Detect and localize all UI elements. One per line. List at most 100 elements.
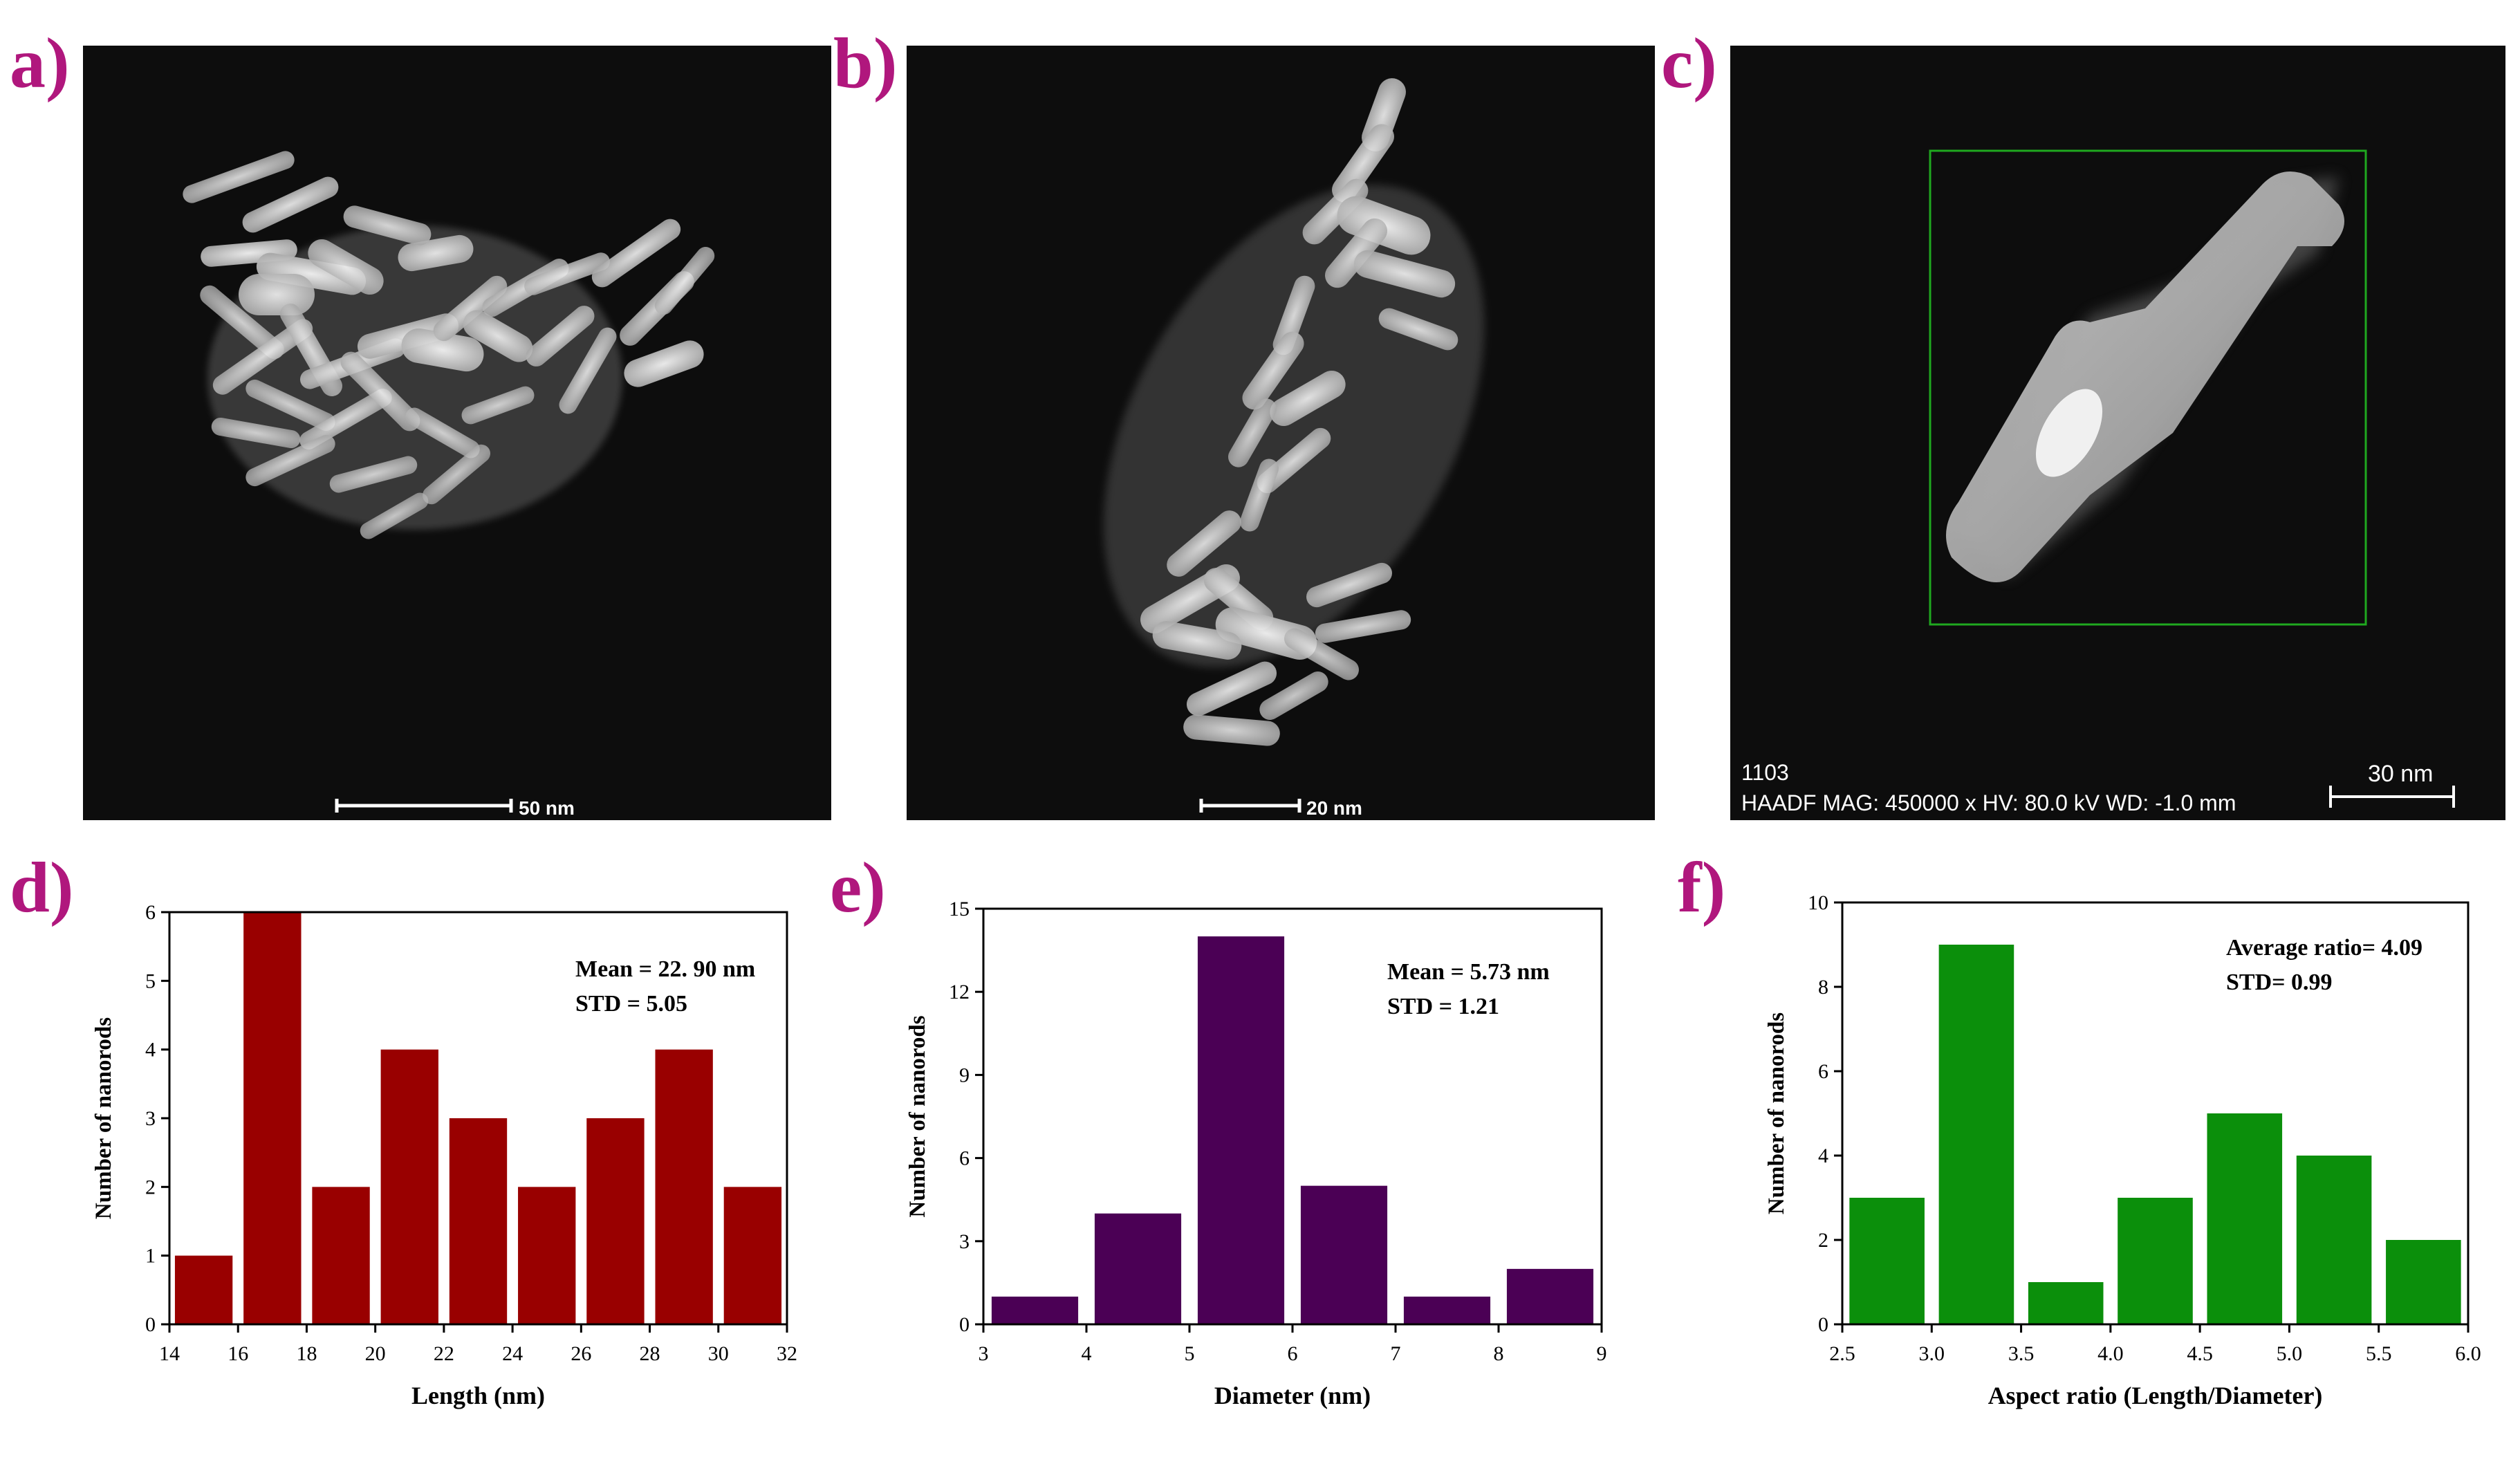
ytick-label-e: 6 [959,1147,970,1170]
nanorod [1332,124,1394,203]
xtick-label-e: 5 [1185,1342,1195,1365]
x-axis-label-e: Diameter (nm) [1214,1382,1371,1409]
bar-e-0 [991,1296,1079,1324]
y-axis-label-f: Number of nanorods [1764,1012,1789,1214]
single-nanorod-c: 1103 HAADF MAG: 450000 x HV: 80.0 kV WD:… [1741,149,2455,815]
ytick-label-e: 9 [959,1064,970,1086]
bar-f-1 [1938,945,2014,1324]
nanorod [329,456,418,493]
xtick-label-f: 5.5 [2366,1342,2392,1365]
ytick-label-f: 6 [1818,1060,1828,1083]
nanorod [239,274,315,315]
xtick-label-d: 32 [777,1342,797,1365]
nanorod [1228,398,1277,467]
bar-f-3 [2118,1198,2193,1324]
stats-annotation-f: Average ratio= 4.09 [2226,935,2422,961]
stats-annotation-f: STD= 0.99 [2226,970,2333,995]
nanorod [1183,714,1280,746]
ytick-label-d: 6 [145,901,156,924]
nanorod [401,328,484,372]
nanorod [299,389,392,450]
nanorod [343,205,432,245]
xtick-label-f: 5.0 [2277,1342,2303,1365]
xtick-label-f: 2.5 [1829,1342,1855,1365]
roi-box [1929,149,2367,626]
xtick-label-d: 20 [365,1342,386,1365]
nanorod [559,327,617,414]
bar-d-8 [723,1187,782,1324]
plot-frame-f [1841,901,2470,1326]
ytick-label-d: 1 [145,1245,156,1268]
nanorod [211,417,301,449]
micrograph-a: 50 nm [83,46,831,820]
xtick-label-e: 7 [1391,1342,1401,1365]
nanorod [405,407,480,458]
nanorod [1239,458,1279,532]
ytick-label-f: 2 [1818,1229,1828,1252]
xtick-label-d: 16 [228,1342,248,1365]
nanorod [463,310,533,362]
bar-e-1 [1094,1213,1182,1324]
bar-d-6 [586,1118,645,1324]
nanorod [591,219,681,288]
nanorod [256,252,367,295]
nanorod [1325,218,1387,288]
x-axis-label-d: Length (nm) [411,1382,545,1409]
xtick-label-d: 28 [640,1342,660,1365]
nanorod [1272,275,1315,355]
nanorod [1186,661,1277,716]
ytick-label-e: 3 [959,1230,970,1253]
ytick-label-d: 0 [145,1313,156,1336]
nanorod [433,275,508,342]
ytick-label-d: 5 [145,970,156,992]
microscope-info: HAADF MAG: 450000 x HV: 80.0 kV WD: -1.0… [1741,790,2236,815]
y-axis-label-d: Number of nanorods [91,1017,116,1219]
nanorod [624,340,704,387]
histogram-aspect-ratio: 2.5 3.0 3.5 4.0 4.5 5.0 5.5 6.0 0 2 4 6 8 10 Aspect ra… [1764,891,2481,1409]
nanorod [1242,331,1304,410]
ytick-label-d: 4 [145,1039,156,1062]
stats-annotation-e: Mean = 5.73 nm [1387,959,1550,985]
nanorod [1378,308,1458,351]
xtick-label-f: 4.5 [2187,1342,2213,1365]
histogram-length: 14 16 18 20 22 24 26 28 30 32 0 1 2 3 4 5 6 Length (nm) Nu… [91,901,797,1409]
nanorod [1302,178,1369,245]
nanorod [212,319,313,395]
ytick-label-f: 10 [1808,891,1828,914]
micrograph-c: 1103 HAADF MAG: 450000 x HV: 80.0 kV WD:… [1730,46,2505,820]
nanorod [1259,671,1328,720]
ytick-label-e: 15 [949,898,970,920]
nanorod [245,434,335,487]
nanorod [183,151,295,203]
nanorod [360,492,429,539]
bar-f-6 [2386,1240,2461,1324]
nanorod [1152,621,1242,660]
nanorod [242,176,339,233]
nanorod [1315,610,1411,643]
bar-d-5 [518,1187,576,1324]
ytick-label-d: 3 [145,1107,156,1130]
xtick-label-d: 14 [159,1342,180,1365]
xtick-label-e: 4 [1082,1342,1092,1365]
stats-annotation-d: STD = 5.05 [575,991,687,1017]
ytick-label-f: 8 [1818,976,1828,999]
nanorod [1306,562,1392,608]
xtick-label-d: 24 [502,1342,523,1365]
panel-label-d: d) [10,848,74,927]
bar-f-4 [2207,1113,2283,1324]
bar-f-2 [2028,1282,2104,1324]
nanorod [654,246,715,315]
panel-label-c: c) [1661,24,1717,103]
ytick-label-f: 4 [1818,1145,1828,1167]
stats-annotation-d: Mean = 22. 90 nm [575,956,755,982]
nanorod [524,252,610,295]
panel-label-f: f) [1678,848,1726,927]
nanorod-cluster-b: 20 nm [1103,78,1485,819]
xtick-label-d: 30 [708,1342,729,1365]
nanorod-cluster-a: 50 nm [183,151,715,819]
bar-e-2 [1197,936,1285,1324]
panel-label-a: a) [10,24,70,103]
ytick-label-e: 0 [959,1313,970,1336]
bar-d-7 [655,1049,713,1324]
